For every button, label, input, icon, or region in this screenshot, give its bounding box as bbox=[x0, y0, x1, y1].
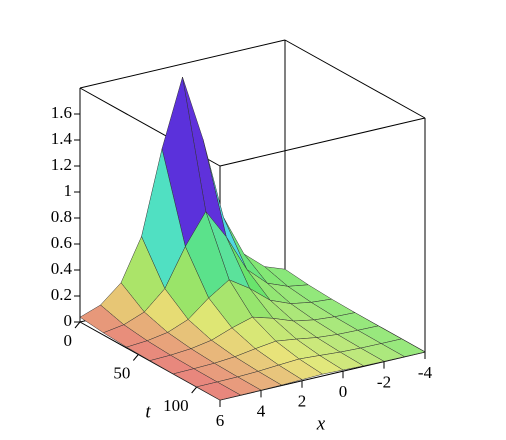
x-tick-label: 2 bbox=[298, 392, 307, 411]
x-tick-label: 6 bbox=[216, 411, 225, 430]
x-tick-label: 0 bbox=[339, 382, 348, 401]
t-axis-label: t bbox=[145, 401, 151, 422]
t-tick-label: 50 bbox=[113, 363, 130, 382]
surface-patch bbox=[195, 381, 242, 401]
z-tick-label: 1.2 bbox=[51, 155, 72, 174]
t-tick bbox=[191, 386, 198, 394]
x-axis-label: x bbox=[316, 413, 326, 434]
z-tick-label: 0.8 bbox=[51, 207, 72, 226]
t-tick-label: 100 bbox=[163, 396, 189, 415]
z-tick-label: 1.4 bbox=[51, 129, 73, 148]
z-tick-label: 1.6 bbox=[51, 103, 72, 122]
z-tick-label: 0.4 bbox=[51, 259, 73, 278]
z-tick-label: 0.6 bbox=[51, 233, 72, 252]
z-tick-label: 0 bbox=[64, 311, 73, 330]
box-edge bbox=[79, 39, 286, 89]
x-tick-label: -2 bbox=[377, 373, 391, 392]
t-tick bbox=[74, 321, 81, 329]
x-tick-label: 4 bbox=[257, 401, 266, 420]
box-edge bbox=[219, 117, 426, 167]
box-edge bbox=[284, 39, 426, 119]
t-tick bbox=[132, 354, 139, 361]
z-tick-label: 1 bbox=[64, 181, 73, 200]
z-tick-label: 0.2 bbox=[51, 285, 72, 304]
t-tick-label: 0 bbox=[64, 331, 73, 350]
x-tick-label: -4 bbox=[418, 363, 433, 382]
